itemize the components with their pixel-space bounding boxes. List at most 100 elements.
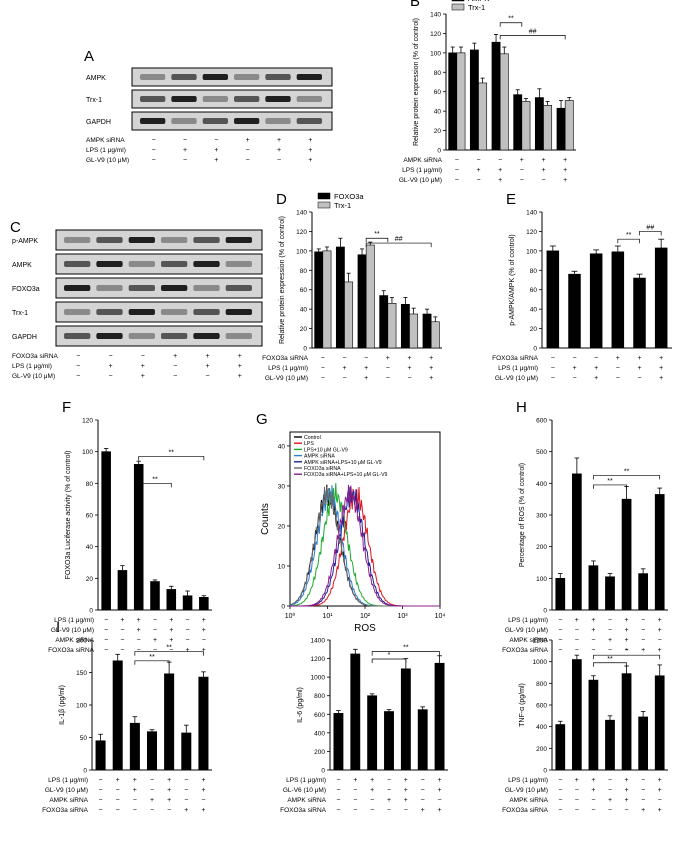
treatment-sign: − <box>150 787 154 794</box>
bar <box>434 662 445 771</box>
treatment-sign: + <box>205 363 209 370</box>
bar <box>499 53 509 151</box>
x-tick-label: 10⁰ <box>285 612 296 620</box>
treatment-sign: + <box>184 807 188 814</box>
treatment-label: LPS (1 μg/ml) <box>86 147 126 154</box>
treatment-label: LPS (1 μg/ml) <box>402 167 442 174</box>
significance-bracket <box>134 660 170 665</box>
treatment-sign: − <box>321 365 325 372</box>
significance-label: ** <box>149 654 155 661</box>
bar <box>564 100 574 151</box>
treatment-label: FOXO3a siRNA <box>262 355 309 362</box>
treatment-sign: − <box>152 137 156 144</box>
bar <box>198 676 209 771</box>
treatment-sign: − <box>104 617 108 624</box>
bar <box>350 653 361 771</box>
treatment-sign: − <box>205 373 209 380</box>
significance-bracket <box>639 231 662 236</box>
treatment-sign: − <box>116 797 120 804</box>
y-tick-label: 150 <box>76 670 87 677</box>
bar <box>621 498 632 611</box>
treatment-sign: − <box>183 157 187 164</box>
significance-bracket <box>365 237 389 243</box>
bar <box>448 52 458 151</box>
y-tick-label: 200 <box>314 749 325 756</box>
treatment-sign: + <box>520 157 524 164</box>
treatment-sign: + <box>438 777 442 784</box>
treatment-sign: − <box>572 375 576 382</box>
bar <box>379 295 389 349</box>
treatment-sign: + <box>407 365 411 372</box>
y-tick-label: 80 <box>300 268 308 275</box>
treatment-sign: − <box>167 807 171 814</box>
blot-band <box>171 96 197 102</box>
treatment-sign: − <box>591 797 595 804</box>
treatment-sign: − <box>438 797 442 804</box>
band-label: FOXO3a <box>12 286 40 293</box>
treatment-sign: + <box>421 807 425 814</box>
treatment-sign: − <box>551 355 555 362</box>
bar <box>571 659 582 771</box>
treatment-sign: − <box>658 797 662 804</box>
treatment-sign: + <box>591 777 595 784</box>
blot-band <box>161 261 188 267</box>
legend-label: LPS <box>304 441 314 447</box>
legend-label: Control <box>304 435 321 441</box>
treatment-sign: + <box>658 777 662 784</box>
y-tick-label: 10 <box>278 563 286 570</box>
blot-band <box>96 237 123 243</box>
treatment-sign: + <box>277 137 281 144</box>
treatment-sign: + <box>658 647 662 654</box>
blot-band <box>234 74 260 80</box>
treatment-sign: + <box>658 627 662 634</box>
bar <box>478 82 488 151</box>
treatment-sign: − <box>558 797 562 804</box>
blot-band <box>225 309 252 315</box>
treatment-sign: + <box>591 617 595 624</box>
bar <box>589 253 603 349</box>
significance-label: ## <box>529 28 537 35</box>
significance-label: * <box>625 648 628 655</box>
significance-bracket <box>138 482 172 488</box>
blot-band <box>171 118 197 124</box>
bar <box>314 251 324 349</box>
bar <box>556 107 566 151</box>
treatment-sign: + <box>205 353 209 360</box>
blot-strip <box>131 89 333 109</box>
significance-label: ** <box>374 231 380 238</box>
treatment-sign: − <box>641 637 645 644</box>
treatment-label: AMPK siRNA <box>49 797 88 804</box>
bar <box>491 41 501 151</box>
treatment-sign: − <box>575 647 579 654</box>
treatment-sign: − <box>608 787 612 794</box>
blot-band <box>96 333 123 339</box>
band-label: AMPK <box>86 75 106 82</box>
treatment-sign: − <box>386 365 390 372</box>
legend-swatch <box>451 3 465 11</box>
blot-strip <box>131 111 333 131</box>
treatment-sign: − <box>616 365 620 372</box>
blot-band <box>140 96 166 102</box>
y-tick-label: 0 <box>533 346 537 353</box>
treatment-sign: − <box>404 807 408 814</box>
treatment-sign: + <box>476 167 480 174</box>
y-tick-label: 120 <box>296 229 307 236</box>
panel-letter: D <box>276 191 287 208</box>
treatment-sign: + <box>575 777 579 784</box>
y-axis-label: Relative protein expression (% of contro… <box>413 18 420 146</box>
y-tick-label: 100 <box>82 449 93 456</box>
treatment-sign: + <box>658 807 662 814</box>
treatment-sign: + <box>498 177 502 184</box>
x-tick-label: 10² <box>360 613 371 620</box>
treatment-sign: + <box>625 787 629 794</box>
treatment-sign: + <box>429 365 433 372</box>
treatment-sign: + <box>238 353 242 360</box>
bar <box>588 565 599 611</box>
treatment-sign: − <box>520 167 524 174</box>
treatment-sign: + <box>591 627 595 634</box>
treatment-label: AMPK siRNA <box>509 797 548 804</box>
treatment-sign: − <box>173 373 177 380</box>
bar <box>571 473 582 611</box>
blot-band <box>171 74 197 80</box>
